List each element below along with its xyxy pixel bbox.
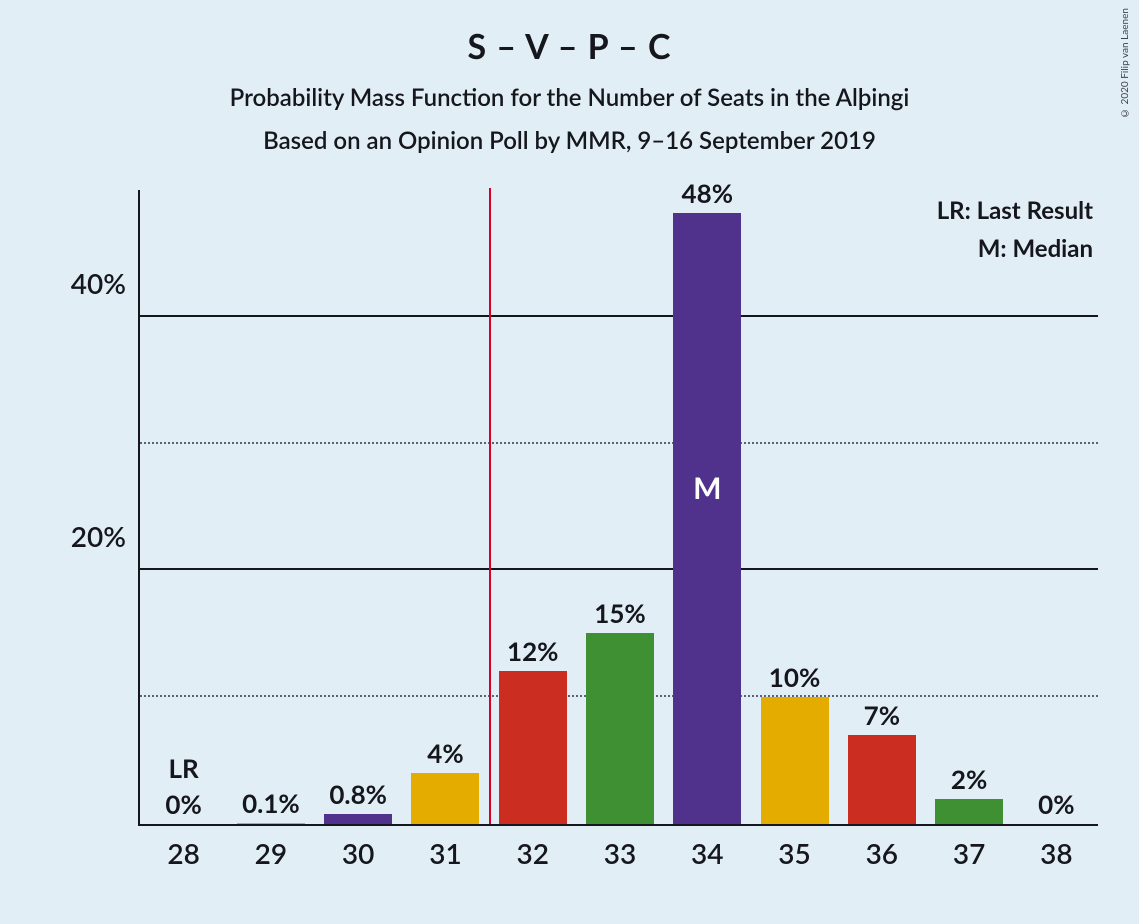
bar-value-label: 0.8% <box>329 778 387 814</box>
chart-plot-area: 20%40%0%280.1%290.8%304%3112%3215%3348%M… <box>138 190 1098 826</box>
bar-value-label: 15% <box>594 597 645 633</box>
bar-value-label: 0.1% <box>242 787 300 823</box>
bar-value-label: 4% <box>427 737 463 773</box>
grid-major <box>140 315 1098 317</box>
bar-value-label: 0% <box>165 788 201 824</box>
chart-subtitle-1: Probability Mass Function for the Number… <box>0 83 1139 112</box>
grid-minor <box>140 442 1098 444</box>
x-tick-label: 37 <box>953 824 985 870</box>
x-tick-label: 29 <box>255 824 287 870</box>
bar: 2% <box>935 799 1003 824</box>
x-tick-label: 33 <box>604 824 636 870</box>
chart-subtitle-2: Based on an Opinion Poll by MMR, 9–16 Se… <box>0 126 1139 155</box>
x-tick-label: 35 <box>778 824 810 870</box>
bar-value-label: 2% <box>951 763 987 799</box>
last-result-line <box>489 188 491 824</box>
bar: 0.8% <box>324 814 392 824</box>
x-tick-label: 32 <box>516 824 548 870</box>
bar-value-label: 7% <box>864 699 900 735</box>
chart-plot: 20%40%0%280.1%290.8%304%3112%3215%3348%M… <box>138 190 1098 826</box>
bar: 7% <box>848 735 916 824</box>
chart-title: S – V – P – C <box>0 0 1139 67</box>
x-tick-label: 38 <box>1040 824 1072 870</box>
bar: 12% <box>499 671 567 824</box>
x-tick-label: 30 <box>342 824 374 870</box>
grid-major <box>140 568 1098 570</box>
bar-value-label: 0% <box>1038 788 1074 824</box>
y-tick-label: 20% <box>71 519 140 553</box>
copyright-text: © 2020 Filip van Laenen <box>1119 8 1131 119</box>
x-tick-label: 31 <box>429 824 461 870</box>
x-tick-label: 34 <box>691 824 723 870</box>
bar-value-label: 10% <box>769 661 820 697</box>
x-tick-label: 36 <box>866 824 898 870</box>
bar: 15% <box>586 633 654 824</box>
x-tick-label: 28 <box>167 824 199 870</box>
bar: 4% <box>411 773 479 824</box>
bar: 10% <box>761 697 829 824</box>
bar: 48%M <box>673 213 741 824</box>
median-marker: M <box>693 470 721 506</box>
y-tick-label: 40% <box>71 266 140 300</box>
last-result-label: LR <box>169 752 199 784</box>
bar-value-label: 48% <box>682 177 733 213</box>
bar-value-label: 12% <box>507 635 558 671</box>
